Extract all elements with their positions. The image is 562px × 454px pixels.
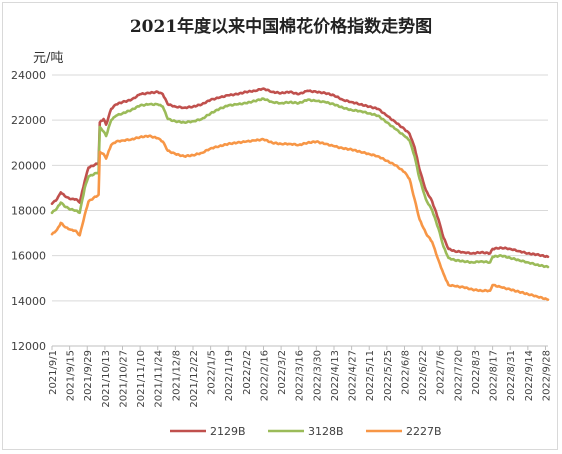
x-tick-label: 2022/2/16 <box>259 350 270 401</box>
y-tick-label: 18000 <box>11 205 46 218</box>
x-tick-label: 2022/3/2 <box>277 350 288 395</box>
x-tick-label: 2022/3/30 <box>312 350 323 401</box>
x-tick-label: 2021/11/24 <box>154 350 165 408</box>
y-tick-label: 24000 <box>11 69 46 82</box>
y-tick-label: 16000 <box>11 250 46 263</box>
x-tick-label: 2021/10/27 <box>118 350 129 408</box>
x-tick-label: 2022/6/8 <box>400 350 411 395</box>
y-tick-label: 14000 <box>11 295 46 308</box>
legend-label-3128B: 3128B <box>308 425 344 438</box>
x-tick-label: 2021/9/15 <box>66 350 77 401</box>
x-tick-label: 2022/9/28 <box>541 350 552 401</box>
x-tick-label: 2022/1/19 <box>224 350 235 401</box>
y-axis-unit-label: 元/吨 <box>33 51 64 66</box>
x-tick-label: 2022/8/31 <box>506 350 517 401</box>
x-tick-label: 2022/7/20 <box>453 350 464 401</box>
y-tick-label: 20000 <box>11 159 46 172</box>
x-tick-label: 2022/2/2 <box>242 350 253 395</box>
x-tick-label: 2022/5/11 <box>365 350 376 401</box>
x-tick-label: 2021/9/1 <box>48 350 59 395</box>
series-line-2129B <box>50 87 550 259</box>
x-tick-label: 2022/8/3 <box>471 350 482 395</box>
x-tick-label: 2021/12/22 <box>189 350 200 408</box>
x-tick-label: 2022/6/22 <box>418 350 429 401</box>
x-tick-label: 2021/9/29 <box>83 350 94 401</box>
chart-title: 2021年度以来中国棉花价格指数走势图 <box>129 17 433 37</box>
x-tick-label: 2022/3/16 <box>295 350 306 401</box>
x-tick-label: 2021/10/13 <box>101 350 112 408</box>
x-tick-label: 2021/12/8 <box>171 350 182 401</box>
series-line-3128B <box>50 97 550 269</box>
x-tick-label: 2022/4/13 <box>330 350 341 401</box>
x-tick-label: 2022/5/25 <box>383 350 394 401</box>
legend-label-2227B: 2227B <box>406 425 442 438</box>
x-tick-label: 2022/4/27 <box>348 350 359 401</box>
x-tick-label: 2022/7/6 <box>436 350 447 395</box>
x-tick-label: 2021/11/10 <box>136 350 147 408</box>
x-tick-label: 2022/9/14 <box>524 350 535 401</box>
legend-label-2129B: 2129B <box>210 425 246 438</box>
y-tick-label: 22000 <box>11 114 46 127</box>
series-line-2227B <box>50 134 550 301</box>
chart-frame <box>2 2 558 450</box>
y-tick-label: 12000 <box>11 340 46 353</box>
x-tick-label: 2022/1/5 <box>207 350 218 395</box>
x-tick-label: 2022/8/17 <box>489 350 500 401</box>
